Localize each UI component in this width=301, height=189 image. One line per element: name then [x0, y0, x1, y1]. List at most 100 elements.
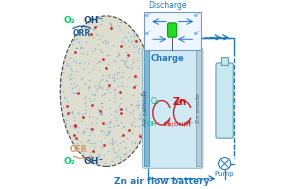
- Point: [130, 60, 135, 63]
- Point: [127, 110, 132, 113]
- Point: [121, 152, 126, 155]
- Point: [116, 53, 121, 57]
- Point: [59, 79, 64, 82]
- Point: [112, 93, 117, 96]
- Point: [116, 114, 120, 117]
- Point: [92, 97, 96, 100]
- Point: [113, 139, 118, 143]
- Point: [87, 133, 92, 136]
- Text: Zn air flow battery: Zn air flow battery: [114, 177, 209, 186]
- Point: [65, 63, 70, 66]
- Point: [89, 104, 94, 107]
- Point: [78, 77, 83, 80]
- Point: [70, 86, 75, 89]
- Point: [68, 67, 73, 70]
- Point: [83, 104, 88, 107]
- FancyBboxPatch shape: [143, 48, 203, 168]
- Point: [82, 95, 87, 98]
- Point: [136, 67, 141, 70]
- Point: [100, 105, 104, 108]
- Point: [79, 112, 84, 115]
- Point: [129, 104, 133, 107]
- Point: [96, 60, 101, 63]
- Point: [129, 132, 134, 135]
- Point: [62, 96, 67, 99]
- Point: [94, 121, 98, 124]
- Point: [103, 78, 108, 81]
- Point: [131, 121, 136, 124]
- Point: [74, 69, 79, 72]
- Point: [126, 66, 131, 69]
- Point: [113, 96, 118, 99]
- Point: [99, 109, 104, 112]
- Point: [61, 106, 65, 109]
- Text: Pump: Pump: [215, 171, 234, 177]
- Point: [74, 84, 79, 87]
- Point: [131, 93, 136, 96]
- Point: [94, 116, 99, 119]
- Point: [68, 57, 73, 60]
- Point: [111, 79, 116, 82]
- Point: [122, 36, 127, 39]
- Point: [108, 23, 113, 26]
- Point: [107, 99, 112, 102]
- Point: [101, 131, 106, 134]
- Point: [98, 140, 103, 143]
- Point: [75, 40, 80, 43]
- Point: [114, 72, 119, 75]
- Point: [120, 126, 125, 129]
- Point: [129, 140, 134, 143]
- Point: [94, 18, 98, 21]
- Point: [106, 132, 111, 135]
- FancyBboxPatch shape: [216, 63, 233, 138]
- Point: [121, 58, 126, 61]
- FancyBboxPatch shape: [168, 23, 177, 37]
- Point: [101, 57, 106, 60]
- Point: [101, 93, 106, 96]
- Point: [97, 85, 101, 88]
- Point: [81, 68, 86, 71]
- Point: [91, 27, 96, 30]
- Point: [86, 35, 91, 38]
- Point: [106, 63, 110, 66]
- Point: [116, 109, 120, 112]
- Point: [82, 112, 87, 115]
- Point: [119, 96, 123, 99]
- Point: [120, 134, 125, 137]
- Text: OH⁻: OH⁻: [83, 157, 103, 166]
- Point: [85, 86, 90, 89]
- Point: [100, 101, 105, 104]
- Point: [80, 77, 85, 80]
- Point: [118, 27, 123, 30]
- Text: OER: OER: [69, 145, 87, 154]
- Bar: [144, 12, 201, 50]
- Point: [78, 46, 83, 49]
- Point: [112, 59, 117, 62]
- Point: [137, 135, 142, 138]
- Point: [111, 59, 116, 62]
- Point: [146, 100, 151, 103]
- Point: [123, 146, 128, 149]
- Text: O₂: O₂: [151, 97, 160, 106]
- Point: [66, 112, 70, 115]
- Point: [121, 84, 126, 87]
- Point: [82, 26, 87, 29]
- Point: [95, 87, 100, 90]
- Point: [136, 49, 141, 52]
- Point: [89, 130, 94, 133]
- Point: [117, 158, 122, 161]
- Point: [73, 61, 78, 64]
- Point: [132, 31, 137, 34]
- Point: [119, 159, 124, 162]
- Point: [86, 141, 91, 144]
- Point: [129, 64, 133, 67]
- Point: [112, 109, 117, 112]
- Point: [138, 51, 143, 54]
- Point: [116, 104, 121, 107]
- Point: [118, 135, 123, 138]
- Point: [108, 125, 113, 129]
- Point: [113, 156, 118, 159]
- Point: [87, 128, 92, 131]
- Point: [98, 111, 103, 114]
- Point: [106, 85, 110, 88]
